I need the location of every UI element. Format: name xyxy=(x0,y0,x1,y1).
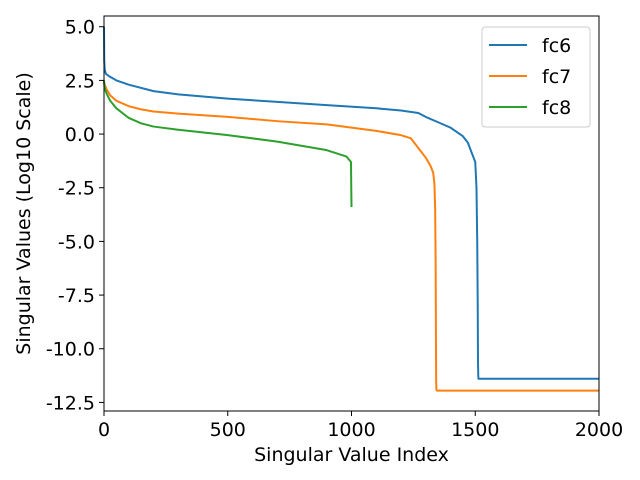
x-tick-label: 1500 xyxy=(451,419,499,441)
legend-label-fc8: fc8 xyxy=(542,97,571,119)
x-tick-label: 2000 xyxy=(575,419,623,441)
x-axis-title: Singular Value Index xyxy=(254,444,449,466)
y-tick-label: -5.0 xyxy=(58,231,95,253)
axes-layer: 0 500 1000 1500 2000 5.0 2.5 0.0 -2.5 -5.0 -7.5 -10… xyxy=(46,15,623,441)
y-tick-label: 5.0 xyxy=(65,17,95,39)
y-tick-label: -7.5 xyxy=(58,285,95,307)
legend: fc6 fc7 fc8 xyxy=(481,26,591,128)
x-tick-label: 500 xyxy=(210,419,246,441)
series-layer xyxy=(103,26,599,392)
x-tick-label: 0 xyxy=(98,419,110,441)
legend-box xyxy=(481,26,591,128)
y-tick-label: 2.5 xyxy=(65,70,95,92)
y-tick-label: 0.0 xyxy=(65,124,95,146)
y-tick-label: -2.5 xyxy=(58,178,95,200)
series-line-fc7 xyxy=(103,80,599,392)
y-tick-label: -10.0 xyxy=(46,339,95,361)
x-tick-label: 1000 xyxy=(327,419,375,441)
legend-label-fc6: fc6 xyxy=(542,35,571,57)
y-axis-title: Singular Values (Log10 Scale) xyxy=(13,72,35,354)
series-line-fc6 xyxy=(103,26,599,380)
series-line-fc8 xyxy=(103,80,353,208)
y-tick-label: -12.5 xyxy=(46,392,95,414)
legend-label-fc7: fc7 xyxy=(542,66,571,88)
